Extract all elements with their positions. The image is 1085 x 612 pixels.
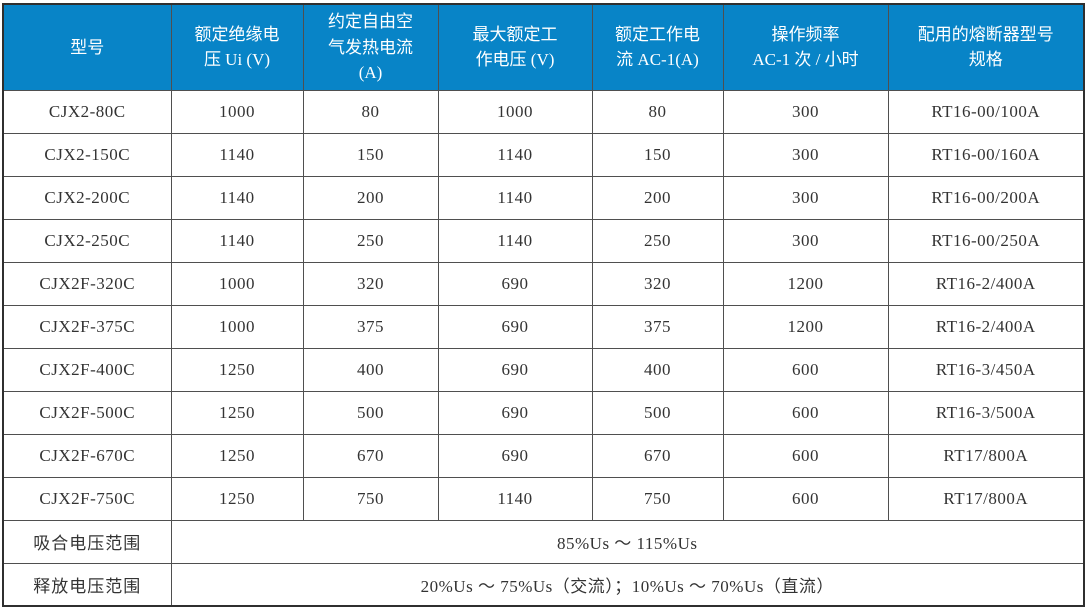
value-cell: RT16-2/400A xyxy=(887,304,1085,349)
value-cell: 80 xyxy=(302,89,439,134)
release-voltage-row: 释放电压范围 20%Us ～ 75%Us（交流）；10%Us ～ 70%Us（直… xyxy=(2,562,1085,607)
table-body: CJX2-80C 1000 80 1000 80 300 RT16-00/100A CJX2-… xyxy=(2,89,1085,521)
table-row: CJX2F-320C 1000 320 690 320 1200 RT16-2/400A xyxy=(2,261,1085,306)
value-cell: 375 xyxy=(591,304,724,349)
value-cell: 300 xyxy=(722,132,889,177)
value-cell: 1000 xyxy=(170,261,304,306)
table-row: CJX2F-670C 1250 670 690 670 600 RT17/800A xyxy=(2,433,1085,478)
value-cell: 150 xyxy=(591,132,724,177)
value-cell: RT17/800A xyxy=(887,476,1085,521)
value-cell: RT16-2/400A xyxy=(887,261,1085,306)
value-cell: 1000 xyxy=(170,304,304,349)
value-cell: 320 xyxy=(302,261,439,306)
value-cell: 600 xyxy=(722,347,889,392)
value-cell: 1140 xyxy=(170,132,304,177)
value-cell: 1250 xyxy=(170,433,304,478)
model-cell: CJX2-250C xyxy=(2,218,172,263)
value-cell: RT16-3/500A xyxy=(887,390,1085,435)
header-model: 型号 xyxy=(2,3,172,91)
value-cell: 320 xyxy=(591,261,724,306)
header-matching-fuse-model: 配用的熔断器型号 规格 xyxy=(887,3,1085,91)
header-max-rated-working-voltage: 最大额定工 作电压 (V) xyxy=(437,3,593,91)
table-row: CJX2-80C 1000 80 1000 80 300 RT16-00/100A xyxy=(2,89,1085,134)
pickup-voltage-row: 吸合电压范围 85%Us ～ 115%Us xyxy=(2,519,1085,564)
value-cell: RT16-00/160A xyxy=(887,132,1085,177)
header-rated-working-current-ac1: 额定工作电 流 AC-1(A) xyxy=(591,3,724,91)
release-voltage-label: 释放电压范围 xyxy=(2,562,172,607)
value-cell: RT16-00/200A xyxy=(887,175,1085,220)
value-cell: 1000 xyxy=(437,89,593,134)
table-row: CJX2-250C 1140 250 1140 250 300 RT16-00/250A xyxy=(2,218,1085,263)
value-cell: 500 xyxy=(302,390,439,435)
value-cell: 200 xyxy=(302,175,439,220)
contactor-spec-table: 型号 额定绝缘电 压 Ui (V) 约定自由空 气发热电流 (A) 最大额定工 … xyxy=(2,3,1085,607)
model-cell: CJX2F-500C xyxy=(2,390,172,435)
table-row: CJX2F-375C 1000 375 690 375 1200 RT16-2/400A xyxy=(2,304,1085,349)
value-cell: 750 xyxy=(591,476,724,521)
model-cell: CJX2-150C xyxy=(2,132,172,177)
value-cell: 1250 xyxy=(170,347,304,392)
value-cell: 400 xyxy=(302,347,439,392)
value-cell: 690 xyxy=(437,304,593,349)
value-cell: 300 xyxy=(722,175,889,220)
value-cell: 690 xyxy=(437,347,593,392)
pickup-voltage-value: 85%Us ～ 115%Us xyxy=(170,519,1085,564)
value-cell: 250 xyxy=(302,218,439,263)
model-cell: CJX2F-400C xyxy=(2,347,172,392)
value-cell: 1200 xyxy=(722,261,889,306)
header-rated-insulation-voltage: 额定绝缘电 压 Ui (V) xyxy=(170,3,304,91)
value-cell: 670 xyxy=(302,433,439,478)
value-cell: 1000 xyxy=(170,89,304,134)
value-cell: 600 xyxy=(722,390,889,435)
value-cell: 1140 xyxy=(170,175,304,220)
value-cell: RT16-00/250A xyxy=(887,218,1085,263)
value-cell: 690 xyxy=(437,390,593,435)
value-cell: 250 xyxy=(591,218,724,263)
value-cell: RT16-00/100A xyxy=(887,89,1085,134)
pickup-voltage-label: 吸合电压范围 xyxy=(2,519,172,564)
header-conventional-free-air-thermal-current: 约定自由空 气发热电流 (A) xyxy=(302,3,439,91)
value-cell: 400 xyxy=(591,347,724,392)
value-cell: 80 xyxy=(591,89,724,134)
value-cell: 670 xyxy=(591,433,724,478)
value-cell: 200 xyxy=(591,175,724,220)
model-cell: CJX2-80C xyxy=(2,89,172,134)
table-row: CJX2-200C 1140 200 1140 200 300 RT16-00/200A xyxy=(2,175,1085,220)
value-cell: 1250 xyxy=(170,390,304,435)
value-cell: 300 xyxy=(722,218,889,263)
value-cell: 1140 xyxy=(170,218,304,263)
value-cell: 600 xyxy=(722,433,889,478)
model-cell: CJX2F-750C xyxy=(2,476,172,521)
model-cell: CJX2-200C xyxy=(2,175,172,220)
value-cell: 1140 xyxy=(437,218,593,263)
table-row: CJX2F-400C 1250 400 690 400 600 RT16-3/450A xyxy=(2,347,1085,392)
header-operating-frequency: 操作频率 AC-1 次 / 小时 xyxy=(722,3,889,91)
value-cell: 375 xyxy=(302,304,439,349)
value-cell: 1140 xyxy=(437,476,593,521)
value-cell: 150 xyxy=(302,132,439,177)
value-cell: RT17/800A xyxy=(887,433,1085,478)
model-cell: CJX2F-670C xyxy=(2,433,172,478)
value-cell: 1140 xyxy=(437,132,593,177)
model-cell: CJX2F-320C xyxy=(2,261,172,306)
value-cell: 1250 xyxy=(170,476,304,521)
value-cell: 300 xyxy=(722,89,889,134)
value-cell: 600 xyxy=(722,476,889,521)
table-row: CJX2F-500C 1250 500 690 500 600 RT16-3/500A xyxy=(2,390,1085,435)
table-footer: 吸合电压范围 85%Us ～ 115%Us 释放电压范围 20%Us ～ 75%… xyxy=(2,519,1085,607)
table-header: 型号 额定绝缘电 压 Ui (V) 约定自由空 气发热电流 (A) 最大额定工 … xyxy=(2,3,1085,91)
table-row: CJX2-150C 1140 150 1140 150 300 RT16-00/160A xyxy=(2,132,1085,177)
value-cell: 750 xyxy=(302,476,439,521)
value-cell: 500 xyxy=(591,390,724,435)
header-row: 型号 额定绝缘电 压 Ui (V) 约定自由空 气发热电流 (A) 最大额定工 … xyxy=(2,3,1085,91)
value-cell: 1200 xyxy=(722,304,889,349)
value-cell: 1140 xyxy=(437,175,593,220)
value-cell: RT16-3/450A xyxy=(887,347,1085,392)
model-cell: CJX2F-375C xyxy=(2,304,172,349)
release-voltage-value: 20%Us ～ 75%Us（交流）；10%Us ～ 70%Us（直流） xyxy=(170,562,1085,607)
value-cell: 690 xyxy=(437,433,593,478)
table-row: CJX2F-750C 1250 750 1140 750 600 RT17/800A xyxy=(2,476,1085,521)
value-cell: 690 xyxy=(437,261,593,306)
